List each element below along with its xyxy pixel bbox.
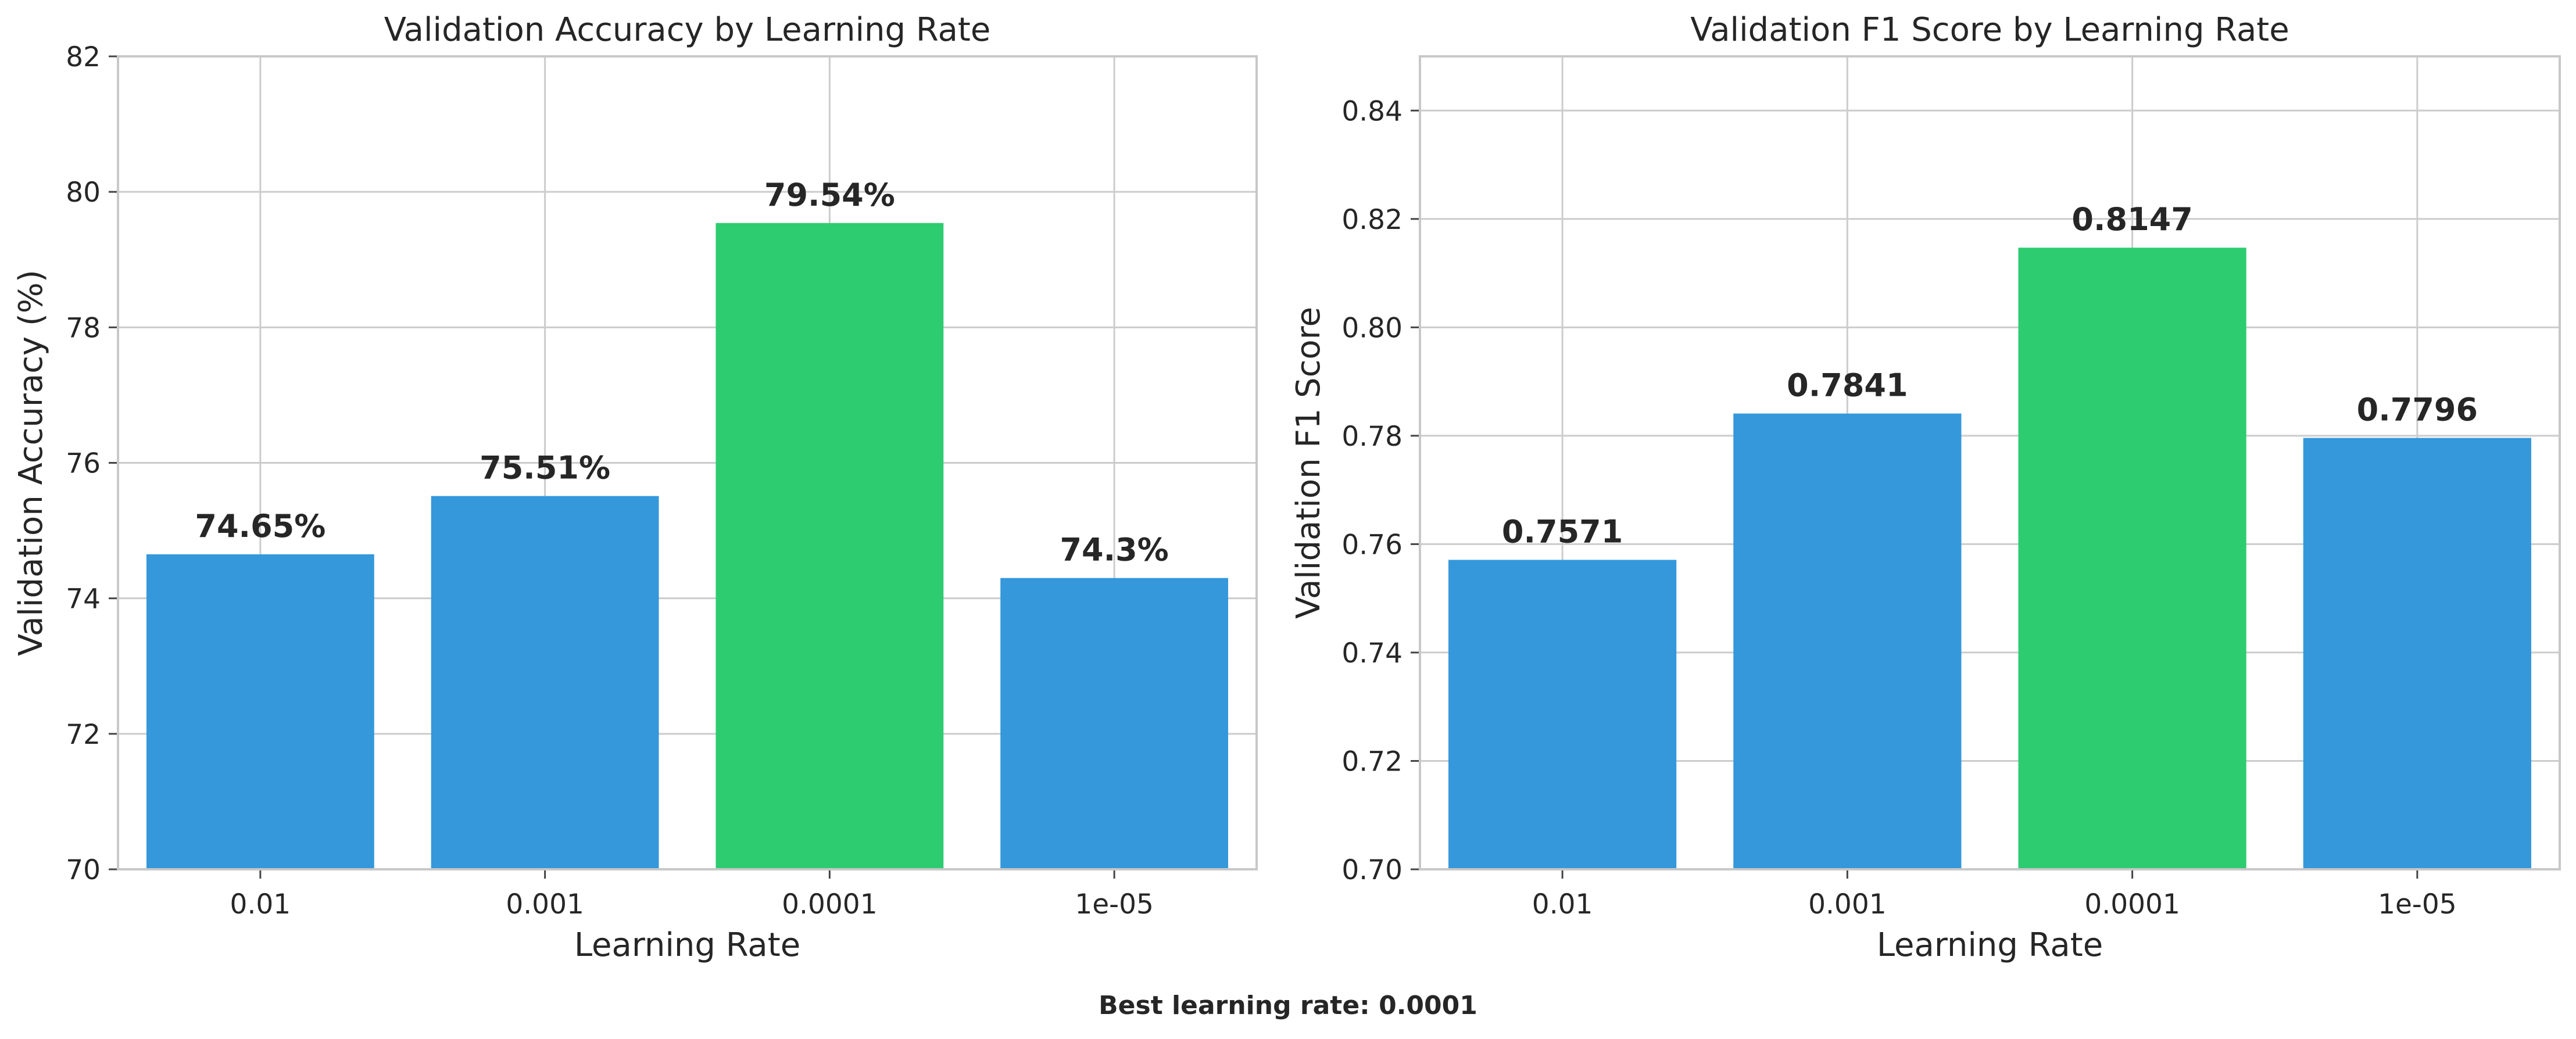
accuracy-chart: 70 72 74 76 78 80 82 74.65% 0.01 75.51% 0.001 79.54… — [12, 11, 1258, 964]
accuracy-y-tick-label: 70 — [66, 854, 101, 886]
f1-y-tick-label: 0.78 — [1341, 421, 1403, 453]
f1-x-tick-label: 0.001 — [1808, 888, 1887, 920]
accuracy-x-tick-label: 0.0001 — [782, 888, 877, 920]
accuracy-value-label: 79.54% — [764, 177, 895, 213]
f1-bar-0.01 — [1448, 560, 1677, 869]
f1-x-tick-label: 0.0001 — [2084, 888, 2180, 920]
best-learning-rate-note: Best learning rate: 0.0001 — [1099, 991, 1477, 1020]
accuracy-y-tick-label: 80 — [66, 177, 101, 209]
f1-x-axis-label: Learning Rate — [1877, 926, 2103, 964]
f1-x-tick-label: 1e-05 — [2378, 888, 2457, 920]
f1-x-tick-label: 0.01 — [1532, 888, 1593, 920]
f1-y-tick-label: 0.72 — [1341, 746, 1403, 778]
f1-chart-title: Validation F1 Score by Learning Rate — [1690, 11, 2289, 49]
f1-value-label: 0.7841 — [1787, 367, 1908, 404]
accuracy-x-tick-label: 1e-05 — [1075, 888, 1154, 920]
f1-chart: 0.70 0.72 0.74 0.76 0.78 0.80 0.82 0.84 0.7571 0.… — [1290, 11, 2561, 964]
f1-y-tick-label: 0.80 — [1341, 312, 1403, 344]
f1-y-tick-label: 0.82 — [1341, 204, 1403, 236]
f1-value-label: 0.8147 — [2071, 201, 2192, 238]
accuracy-x-axis-label: Learning Rate — [574, 926, 800, 964]
accuracy-bar-1e-05 — [1000, 578, 1229, 869]
f1-y-tick-label: 0.76 — [1341, 529, 1403, 561]
f1-bar-1e-05 — [2303, 438, 2531, 869]
accuracy-y-tick-label: 72 — [66, 719, 101, 751]
accuracy-y-tick-label: 78 — [66, 312, 101, 344]
f1-y-tick-label: 0.74 — [1341, 637, 1403, 669]
accuracy-y-tick-label: 82 — [66, 41, 101, 73]
f1-bar-0.0001 — [2018, 248, 2246, 869]
accuracy-chart-title: Validation Accuracy by Learning Rate — [384, 11, 991, 49]
accuracy-value-label: 74.65% — [195, 508, 325, 544]
accuracy-value-label: 74.3% — [1060, 532, 1168, 568]
accuracy-x-tick-label: 0.01 — [230, 888, 291, 920]
accuracy-x-tick-label: 0.001 — [506, 888, 584, 920]
f1-axes-frame — [1419, 55, 2561, 870]
f1-value-label: 0.7571 — [1502, 513, 1623, 550]
accuracy-axes-frame — [117, 55, 1258, 870]
f1-y-axis-label: Validation F1 Score — [1290, 307, 1328, 619]
accuracy-bar-0.01 — [146, 554, 374, 869]
accuracy-bar-0.001 — [431, 496, 659, 869]
accuracy-value-label: 75.51% — [480, 450, 610, 486]
f1-bar-0.001 — [1733, 413, 1962, 869]
f1-y-tick-label: 0.84 — [1341, 95, 1403, 127]
accuracy-y-tick-label: 74 — [66, 583, 101, 615]
f1-y-tick-label: 0.70 — [1341, 854, 1403, 886]
accuracy-y-tick-label: 76 — [66, 448, 101, 480]
f1-value-label: 0.7796 — [2357, 392, 2478, 428]
accuracy-bar-0.0001 — [715, 223, 944, 869]
accuracy-y-axis-label: Validation Accuracy (%) — [12, 270, 50, 656]
